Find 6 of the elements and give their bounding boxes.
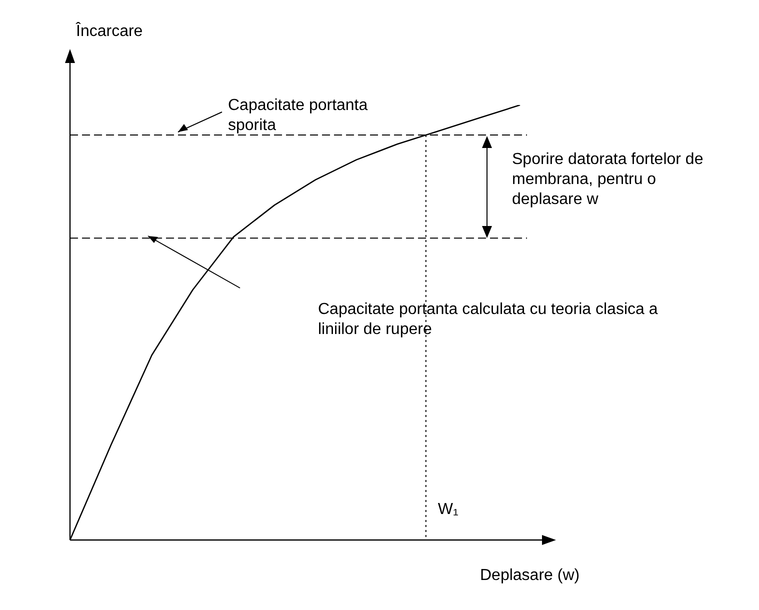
y-axis-title: Încarcare (76, 22, 143, 42)
annotation: Sporire datorata fortelor de membrana, pentru o deplasare w (512, 150, 704, 210)
annotation: Capacitate portanta sporita (228, 96, 369, 136)
annotation: W₁ (438, 500, 458, 520)
x-axis-title: Deplasare (w) (480, 566, 580, 586)
annotation: Capacitate portanta calculata cu teoria clasica a liniilor de rupere (318, 300, 658, 340)
